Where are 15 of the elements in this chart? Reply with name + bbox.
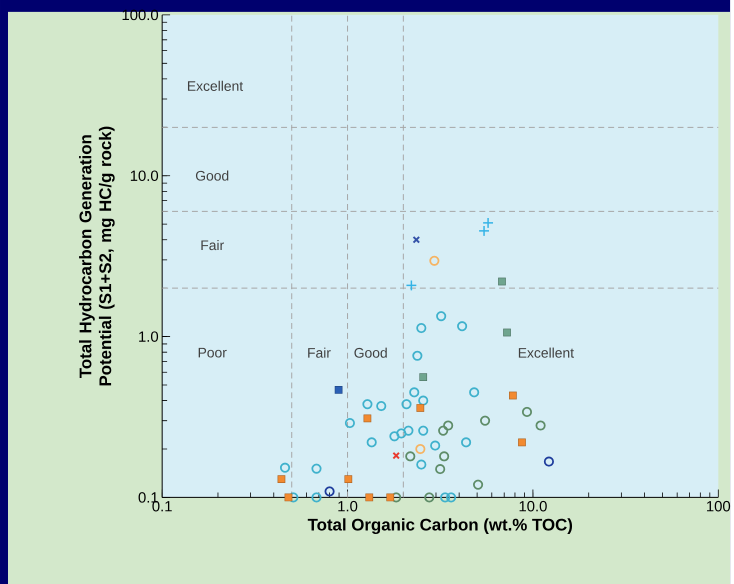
annotation: Good: [196, 170, 228, 181]
annotation: Excellent: [518, 348, 574, 358]
annotation: Good: [354, 348, 387, 358]
y-tick-label: 100.0: [122, 10, 158, 20]
y-tick-label: 1.0: [139, 331, 158, 342]
annotation: Excellent: [188, 80, 244, 91]
annotation: Fair: [308, 348, 331, 358]
x-tick-label: 1.0: [338, 500, 358, 512]
x-tick-label: 100: [707, 500, 730, 512]
annotation: Fair: [201, 240, 224, 250]
annotation: Poor: [198, 348, 227, 358]
y-axis-title: Total Hydrocarbon Generation Potential (S1+S2, mg HC/g rock): [79, 126, 115, 386]
x-tick-label: 10.0: [520, 500, 547, 512]
y-tick-label: 10.0: [130, 170, 158, 182]
x-axis-title: Total Organic Carbon (wt.% TOC): [308, 518, 572, 534]
